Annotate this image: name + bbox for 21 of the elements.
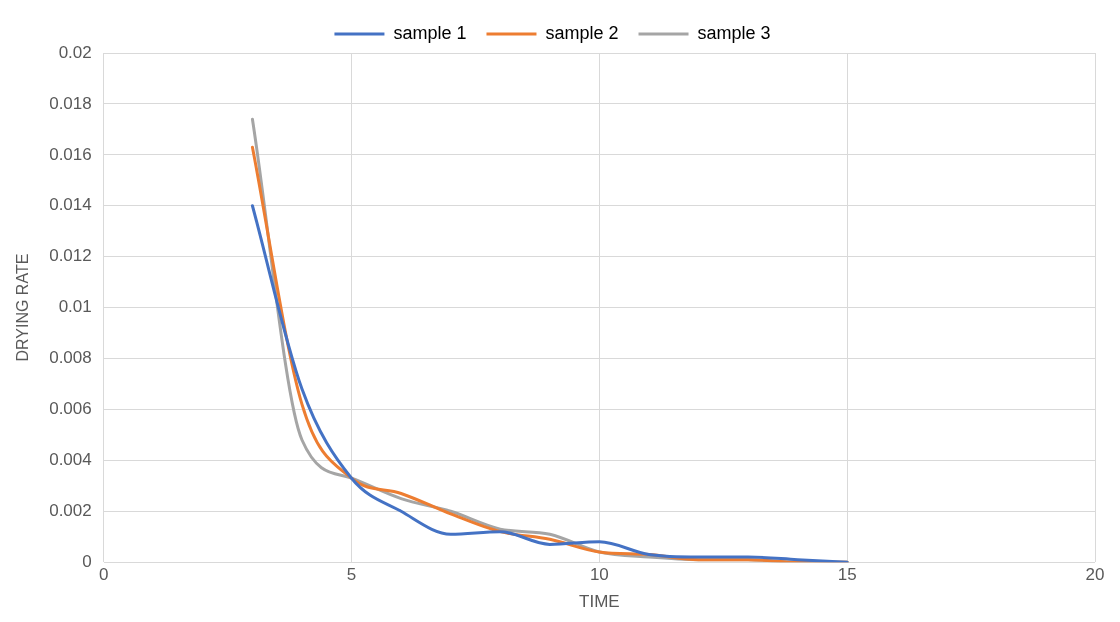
y-tick-label: 0.02 [58,42,92,62]
x-tick-label: 0 [99,565,109,585]
x-axis-title: TIME [579,592,620,612]
y-tick-label: 0.004 [49,450,92,470]
y-tick-label: 0.008 [49,348,92,368]
x-tick-label: 5 [346,565,357,585]
y-axis-title: DRYING RATE [14,253,32,362]
y-tick-label: 0.002 [49,500,92,520]
x-tick-label: 10 [589,565,609,585]
y-tick-label: 0 [82,551,92,571]
legend-label: sample 3 [697,22,771,43]
y-tick-label: 0.014 [49,195,92,215]
legend-label: sample 2 [545,22,619,43]
y-tick-label: 0.01 [58,297,92,317]
legend-label: sample 1 [393,22,467,43]
x-tick-label: 15 [837,565,857,585]
y-tick-label: 0.012 [49,246,92,266]
y-tick-label: 0.018 [49,93,92,113]
y-tick-label: 0.016 [49,144,92,164]
y-tick-label: 0.006 [49,399,92,419]
x-tick-label: 20 [1085,565,1105,585]
